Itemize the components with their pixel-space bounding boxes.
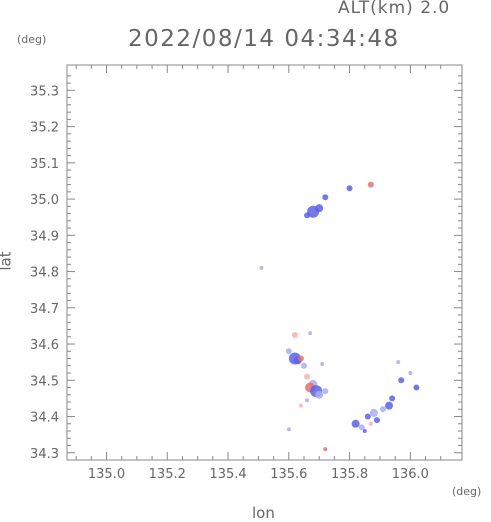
data-point bbox=[351, 419, 360, 428]
y-tick-label: 34.9 bbox=[30, 229, 59, 244]
y-tick-label: 34.4 bbox=[30, 411, 59, 426]
data-point bbox=[315, 204, 324, 213]
y-axis-unit: (deg) bbox=[17, 33, 47, 46]
data-point bbox=[385, 401, 394, 410]
data-point bbox=[396, 360, 401, 365]
data-point bbox=[364, 413, 371, 420]
data-point bbox=[304, 373, 311, 380]
y-tick-label: 35.3 bbox=[30, 84, 59, 99]
altitude-label: ALT(km) 2.0 bbox=[338, 0, 451, 18]
data-point bbox=[315, 390, 324, 399]
x-tick-label: 135.0 bbox=[88, 467, 125, 482]
data-point bbox=[373, 417, 380, 424]
x-tick-label: 135.2 bbox=[149, 467, 186, 482]
x-tick-label: 136.0 bbox=[392, 467, 429, 482]
data-point bbox=[322, 388, 329, 395]
data-point bbox=[389, 395, 396, 402]
data-point bbox=[380, 406, 386, 413]
plot-frame bbox=[66, 64, 463, 461]
data-point bbox=[362, 429, 367, 434]
data-point bbox=[369, 408, 378, 417]
data-point bbox=[322, 194, 329, 201]
data-point bbox=[368, 421, 373, 426]
y-tick-label: 34.5 bbox=[30, 374, 59, 389]
data-point bbox=[346, 185, 353, 192]
x-axis-label: lon bbox=[252, 504, 275, 522]
data-point bbox=[408, 371, 413, 376]
y-tick-label: 35.0 bbox=[30, 193, 59, 208]
x-tick-label: 135.4 bbox=[209, 467, 246, 482]
x-tick-label: 135.6 bbox=[270, 467, 307, 482]
y-tick-label: 35.2 bbox=[30, 121, 59, 136]
x-tick-label: 135.8 bbox=[331, 467, 368, 482]
data-point bbox=[413, 384, 420, 391]
data-point bbox=[320, 361, 325, 366]
y-tick-label: 34.7 bbox=[30, 302, 59, 317]
data-point bbox=[308, 331, 313, 336]
data-point bbox=[301, 362, 307, 369]
axis-ticks: 135.0 135.2 135.4 135.6 135.8 136.0 34.3 34.4 34… bbox=[30, 65, 462, 482]
data-point bbox=[358, 424, 365, 431]
data-point bbox=[286, 427, 291, 432]
data-point bbox=[323, 447, 328, 452]
data-point bbox=[398, 377, 405, 384]
data-point bbox=[304, 212, 311, 219]
data-point bbox=[298, 403, 303, 408]
data-point bbox=[297, 355, 304, 362]
data-point bbox=[305, 398, 310, 403]
y-tick-label: 35.1 bbox=[30, 157, 59, 172]
x-axis-unit: (deg) bbox=[452, 485, 482, 498]
data-marks bbox=[259, 181, 420, 452]
y-tick-label: 34.8 bbox=[30, 266, 59, 281]
y-tick-label: 34.3 bbox=[30, 447, 59, 462]
data-point bbox=[291, 331, 298, 338]
data-point bbox=[285, 348, 292, 355]
y-tick-label: 34.6 bbox=[30, 338, 59, 353]
data-point bbox=[367, 181, 374, 188]
timestamp-title: 2022/08/14 04:34:48 bbox=[128, 26, 400, 52]
data-point bbox=[259, 265, 264, 270]
